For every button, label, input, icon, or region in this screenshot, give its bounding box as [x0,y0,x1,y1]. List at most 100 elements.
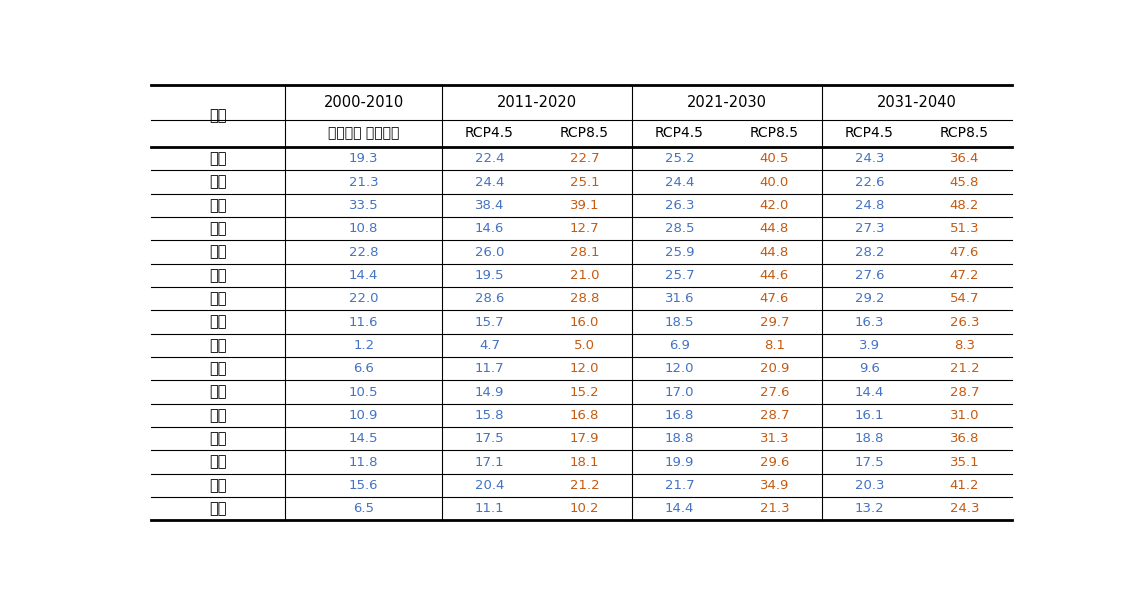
Text: 26.3: 26.3 [665,199,694,212]
Text: 울산: 울산 [210,291,227,306]
Text: 강원: 강원 [210,338,227,353]
Text: 28.1: 28.1 [569,246,599,258]
Text: 16.1: 16.1 [855,409,885,422]
Text: 21.3: 21.3 [760,502,789,515]
Text: 45.8: 45.8 [949,176,979,189]
Text: 3.9: 3.9 [858,339,880,352]
Text: 인천: 인천 [210,221,227,236]
Text: 26.3: 26.3 [949,315,979,328]
Text: 28.6: 28.6 [475,292,505,305]
Text: 54.7: 54.7 [949,292,979,305]
Text: 28.5: 28.5 [665,222,694,235]
Text: 34.9: 34.9 [760,479,789,492]
Text: RCP8.5: RCP8.5 [560,126,609,140]
Text: 40.5: 40.5 [760,152,789,165]
Text: 11.1: 11.1 [475,502,505,515]
Text: RCP4.5: RCP4.5 [655,126,704,140]
Text: 11.6: 11.6 [349,315,379,328]
Text: 18.8: 18.8 [665,432,694,445]
Text: 8.1: 8.1 [764,339,785,352]
Text: 20.3: 20.3 [855,479,885,492]
Text: 41.2: 41.2 [949,479,979,492]
Text: 19.9: 19.9 [665,456,694,468]
Text: 29.6: 29.6 [760,456,789,468]
Text: 24.8: 24.8 [855,199,885,212]
Text: 25.1: 25.1 [569,176,599,189]
Text: 14.4: 14.4 [665,502,694,515]
Text: 25.7: 25.7 [665,269,694,282]
Text: 6.6: 6.6 [354,362,374,375]
Text: 16.3: 16.3 [855,315,885,328]
Text: 19.5: 19.5 [475,269,505,282]
Text: 경남: 경남 [210,478,227,493]
Text: RCP8.5: RCP8.5 [750,126,798,140]
Text: RCP4.5: RCP4.5 [465,126,514,140]
Text: 14.4: 14.4 [349,269,379,282]
Text: 18.5: 18.5 [665,315,694,328]
Text: 31.6: 31.6 [665,292,694,305]
Text: 27.6: 27.6 [760,386,789,399]
Text: 42.0: 42.0 [760,199,789,212]
Text: 8.3: 8.3 [954,339,975,352]
Text: 25.2: 25.2 [665,152,694,165]
Text: 24.3: 24.3 [855,152,885,165]
Text: 17.5: 17.5 [475,432,505,445]
Text: 9.6: 9.6 [858,362,880,375]
Text: 12.0: 12.0 [569,362,599,375]
Text: 11.8: 11.8 [349,456,379,468]
Text: 대구: 대구 [210,198,227,213]
Text: 31.0: 31.0 [949,409,979,422]
Text: 21.2: 21.2 [569,479,599,492]
Text: 13.2: 13.2 [855,502,885,515]
Text: 지역: 지역 [210,108,227,124]
Text: 제주: 제주 [210,501,227,516]
Text: 29.2: 29.2 [855,292,885,305]
Text: RCP4.5: RCP4.5 [845,126,894,140]
Text: 28.7: 28.7 [760,409,789,422]
Text: 24.4: 24.4 [665,176,694,189]
Text: 16.0: 16.0 [569,315,599,328]
Text: 2011-2020: 2011-2020 [497,95,577,110]
Text: 2000-2010: 2000-2010 [323,95,404,110]
Text: 16.8: 16.8 [569,409,599,422]
Text: 15.2: 15.2 [569,386,599,399]
Text: 17.0: 17.0 [665,386,694,399]
Text: 22.8: 22.8 [349,246,379,258]
Text: 47.6: 47.6 [760,292,789,305]
Text: 6.5: 6.5 [353,502,374,515]
Text: 18.1: 18.1 [569,456,599,468]
Text: 5.0: 5.0 [574,339,595,352]
Text: 전남: 전남 [210,431,227,446]
Text: 36.4: 36.4 [949,152,979,165]
Text: 12.7: 12.7 [569,222,599,235]
Text: RCP8.5: RCP8.5 [940,126,989,140]
Text: 28.7: 28.7 [949,386,979,399]
Text: 부산: 부산 [210,174,227,189]
Text: 광주: 광주 [210,245,227,259]
Text: 27.6: 27.6 [855,269,885,282]
Text: 15.6: 15.6 [349,479,379,492]
Text: 51.3: 51.3 [949,222,979,235]
Text: 충남: 충남 [210,384,227,399]
Text: 4.7: 4.7 [479,339,500,352]
Text: 14.5: 14.5 [349,432,379,445]
Text: 21.7: 21.7 [665,479,694,492]
Text: 47.6: 47.6 [949,246,979,258]
Text: 20.9: 20.9 [760,362,789,375]
Text: 1.2: 1.2 [353,339,374,352]
Text: 36.8: 36.8 [949,432,979,445]
Text: 44.8: 44.8 [760,246,789,258]
Text: 11.7: 11.7 [475,362,505,375]
Text: 24.4: 24.4 [475,176,505,189]
Text: 18.8: 18.8 [855,432,885,445]
Text: 17.9: 17.9 [569,432,599,445]
Text: 15.7: 15.7 [475,315,505,328]
Text: 2031-2040: 2031-2040 [877,95,957,110]
Text: 14.4: 14.4 [855,386,885,399]
Text: 17.5: 17.5 [855,456,885,468]
Text: 22.7: 22.7 [569,152,599,165]
Text: 16.8: 16.8 [665,409,694,422]
Text: 21.3: 21.3 [349,176,379,189]
Text: 48.2: 48.2 [949,199,979,212]
Text: 서울: 서울 [210,151,227,166]
